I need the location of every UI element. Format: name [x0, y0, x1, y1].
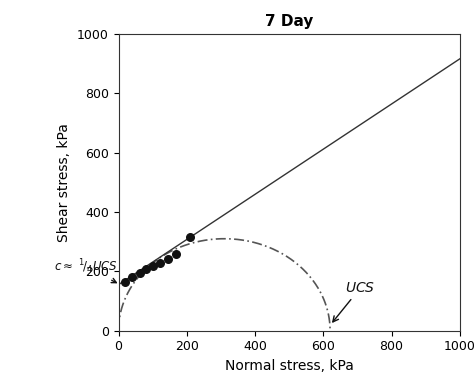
Point — [164, 256, 172, 262]
X-axis label: Normal stress, kPa: Normal stress, kPa — [225, 359, 354, 373]
Point — [156, 260, 164, 266]
Point — [149, 263, 157, 269]
Point — [143, 266, 150, 272]
Text: $UCS$: $UCS$ — [333, 280, 376, 322]
Y-axis label: Shear stress, kPa: Shear stress, kPa — [57, 123, 72, 242]
Point — [121, 279, 128, 285]
Point — [186, 234, 194, 240]
Point — [136, 270, 144, 276]
Text: $c \approx\ ^1\!/_4 UCS$: $c \approx\ ^1\!/_4 UCS$ — [54, 258, 118, 283]
Point — [128, 274, 136, 280]
Point — [172, 251, 180, 257]
Title: 7 Day: 7 Day — [265, 14, 313, 29]
